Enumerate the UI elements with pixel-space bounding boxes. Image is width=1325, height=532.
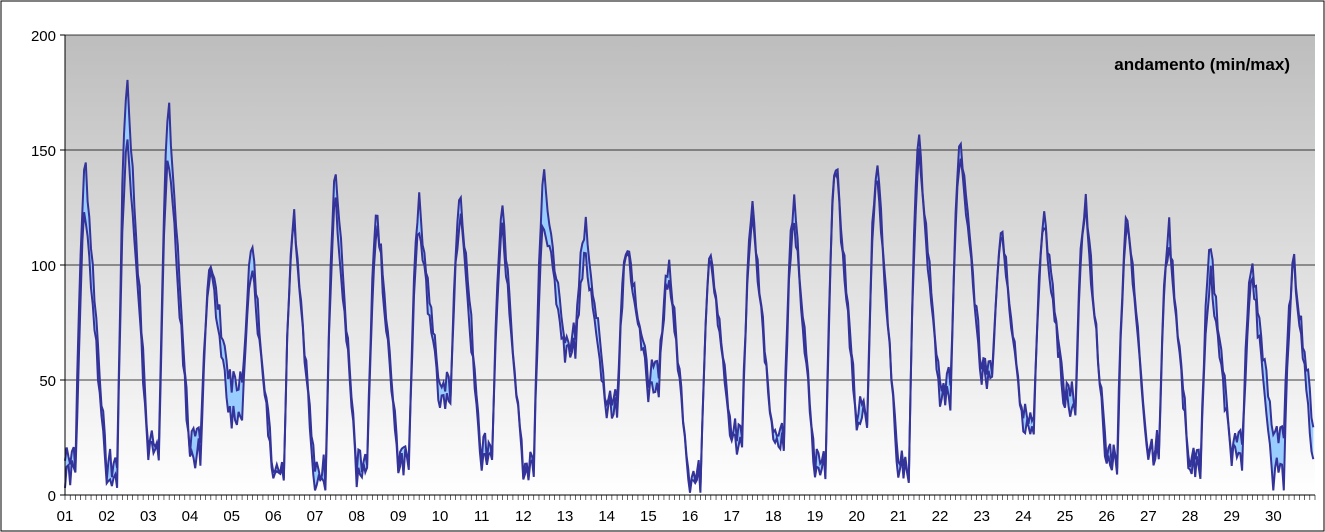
x-tick-label: 07 [307, 508, 324, 525]
x-tick-label: 10 [432, 508, 449, 525]
x-tick-label: 19 [807, 508, 824, 525]
x-tick-label: 21 [890, 508, 907, 525]
x-tick-label: 18 [765, 508, 782, 525]
chart-title: andamento (min/max) [1114, 55, 1290, 74]
x-tick-label: 24 [1015, 508, 1032, 525]
x-tick-label: 15 [640, 508, 657, 525]
min-series-line [64, 139, 1315, 493]
x-tick-label: 22 [932, 508, 949, 525]
y-tick-label: 50 [39, 373, 56, 390]
x-tick-label: 26 [1098, 508, 1115, 525]
x-tick-label: 25 [1057, 508, 1074, 525]
x-tick-label: 28 [1182, 508, 1199, 525]
x-tick-label: 09 [390, 508, 407, 525]
y-tick-labels: 0 50 100 150 200 [31, 28, 56, 505]
x-tick-label: 27 [1140, 508, 1157, 525]
x-tick-label: 11 [474, 508, 490, 525]
x-tick-label: 01 [57, 508, 74, 525]
x-tick-label: 29 [1223, 508, 1240, 525]
axes [64, 35, 1316, 500]
x-tick-label: 03 [140, 508, 157, 525]
x-tick-labels: 01 02 03 04 05 06 07 08 09 10 11 12 13 14 15 16 17 18 19 20… [57, 508, 1282, 525]
x-tick-label: 16 [682, 508, 699, 525]
x-tick-label: 23 [973, 508, 990, 525]
x-tick-label: 30 [1265, 508, 1282, 525]
x-tick-label: 17 [723, 508, 740, 525]
x-tick-label: 04 [182, 508, 199, 525]
x-tick-label: 13 [557, 508, 574, 525]
y-tick-label: 0 [48, 488, 56, 505]
x-tick-label: 20 [848, 508, 865, 525]
x-tick-label: 05 [223, 508, 240, 525]
x-tick-label: 02 [98, 508, 115, 525]
x-tick-label: 06 [265, 508, 282, 525]
gridlines [60, 34, 1315, 496]
y-tick-label: 100 [31, 258, 56, 275]
x-tick-label: 14 [598, 508, 615, 525]
x-tick-label: 12 [515, 508, 532, 525]
x-tick-label: 08 [348, 508, 365, 525]
series-lines [64, 79, 1315, 493]
y-tick-label: 200 [31, 28, 56, 45]
y-tick-label: 150 [31, 143, 56, 160]
